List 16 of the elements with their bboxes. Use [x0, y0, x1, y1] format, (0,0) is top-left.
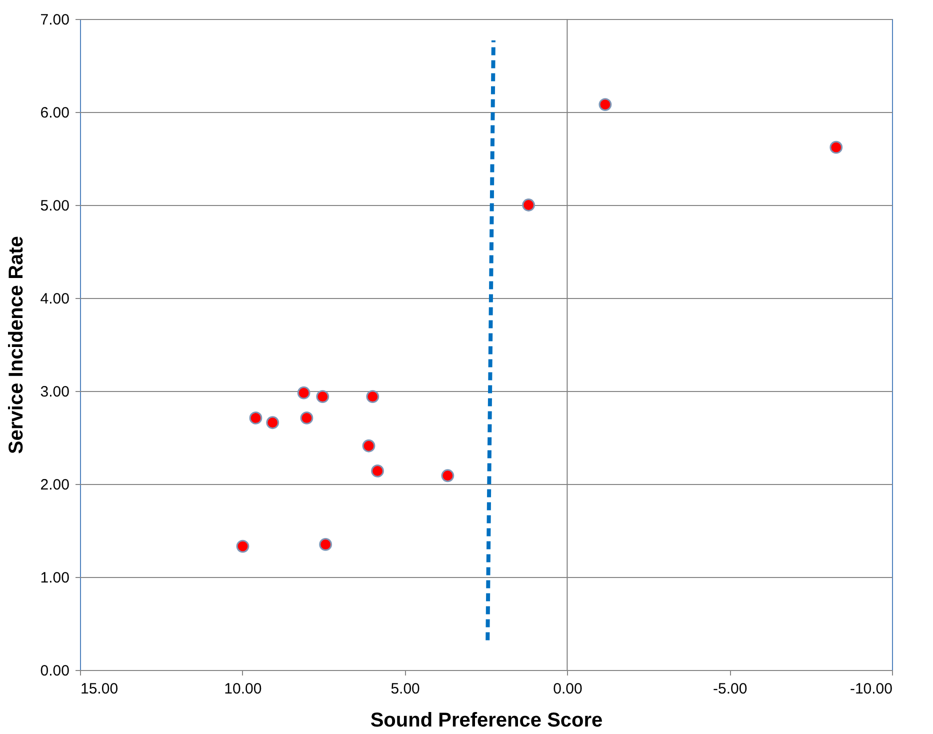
x-tick-label: 5.00 [390, 680, 420, 698]
y-tick-label: 4.00 [40, 290, 70, 308]
y-tick-label: 1.00 [40, 570, 70, 586]
y-tick-label: 3.00 [40, 384, 70, 400]
y-tick-label: 7.00 [40, 12, 70, 28]
x-tick-label: -10.00 [850, 680, 892, 698]
y-tick-label: 6.00 [40, 104, 70, 122]
y-tick-label: 2.00 [40, 476, 70, 494]
x-tick-label: -5.00 [713, 680, 748, 698]
x-tick-label: 0.00 [553, 680, 582, 698]
y-tick-label: 0.00 [40, 662, 70, 680]
y-tick-label: 5.00 [40, 198, 70, 214]
x-tick-label: 15.00 [80, 680, 118, 698]
y-axis-title: Service Incidence Rate [5, 236, 28, 454]
x-tick-label: 10.00 [224, 680, 262, 698]
x-axis-title: Sound Preference Score [370, 710, 603, 732]
